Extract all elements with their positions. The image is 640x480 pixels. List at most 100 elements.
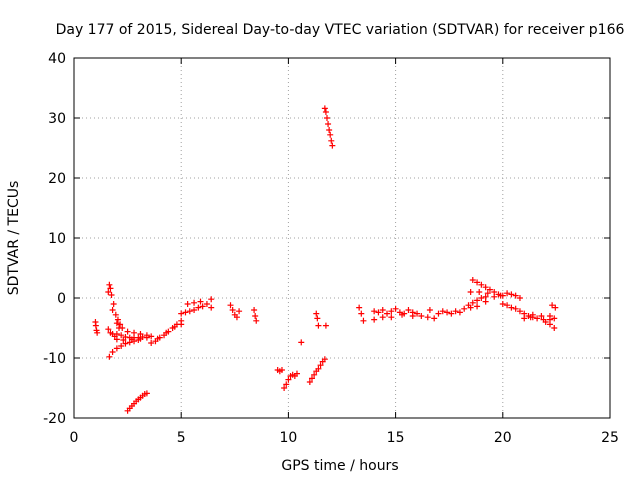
data-point — [315, 365, 322, 372]
data-point — [278, 367, 285, 373]
grid-lines — [74, 58, 610, 418]
data-point — [186, 308, 193, 315]
data-point — [405, 307, 412, 313]
data-point — [444, 309, 451, 316]
data-point — [298, 339, 305, 346]
data-point — [199, 303, 206, 310]
data-point — [107, 285, 114, 292]
data-point — [322, 109, 329, 115]
data-point — [551, 325, 558, 331]
data-point — [469, 277, 476, 283]
data-point — [379, 307, 386, 313]
data-point — [371, 316, 378, 323]
y-tick-label: 0 — [57, 291, 66, 307]
data-point — [306, 379, 313, 385]
data-point — [452, 308, 459, 315]
data-point — [131, 329, 138, 336]
data-point — [491, 289, 498, 295]
data-point — [253, 317, 260, 324]
data-point — [148, 333, 155, 340]
x-axis-label: GPS time / hours — [281, 458, 398, 474]
data-point — [106, 353, 113, 360]
data-point — [118, 343, 125, 349]
data-point — [516, 295, 523, 301]
data-point — [143, 334, 150, 341]
data-point — [512, 292, 519, 299]
y-tick-label: 40 — [48, 51, 66, 67]
data-point — [546, 313, 553, 319]
data-point — [119, 325, 126, 331]
data-point — [108, 292, 115, 298]
data-point — [229, 307, 236, 313]
data-point — [321, 105, 328, 112]
data-point — [236, 308, 243, 315]
data-point — [251, 307, 258, 313]
y-tick-label: 20 — [48, 171, 66, 187]
data-point — [360, 317, 367, 324]
x-tick-label: 5 — [177, 430, 186, 446]
y-tick-label: -10 — [43, 351, 66, 367]
x-tick-label: 20 — [494, 430, 512, 446]
x-tick-label: 10 — [279, 430, 297, 446]
data-point — [542, 319, 549, 325]
data-point — [508, 291, 515, 298]
data-point — [171, 323, 178, 330]
x-tick-label: 25 — [601, 430, 619, 446]
data-point — [325, 121, 332, 127]
data-point — [208, 296, 215, 303]
x-tick-label: 15 — [387, 430, 405, 446]
data-point — [356, 304, 363, 311]
data-point — [203, 301, 210, 307]
data-point — [551, 315, 558, 322]
data-point — [182, 309, 189, 316]
data-point — [478, 281, 485, 288]
data-point — [478, 295, 485, 301]
data-point — [549, 302, 556, 309]
data-point — [495, 291, 502, 298]
data-point — [323, 115, 330, 121]
data-point — [128, 336, 135, 343]
data-point — [329, 142, 336, 149]
data-point — [118, 332, 125, 339]
data-point — [482, 298, 489, 305]
data-point — [313, 310, 320, 317]
data-point — [439, 308, 446, 315]
data-point — [476, 289, 483, 295]
data-point — [482, 284, 489, 291]
tick-labels: 0 5 10 15 20 25 -20 -10 0 10 20 30 40 — [43, 51, 619, 446]
data-point — [154, 335, 161, 342]
data-point — [379, 314, 386, 321]
data-point — [499, 292, 506, 299]
data-point — [148, 340, 155, 346]
data-point — [283, 381, 290, 388]
data-point — [233, 314, 240, 321]
data-point — [137, 331, 144, 337]
data-point — [388, 314, 395, 321]
data-point — [328, 137, 335, 144]
data-points — [92, 105, 559, 414]
data-point — [546, 321, 553, 328]
data-point — [322, 322, 329, 329]
data-point — [143, 390, 150, 397]
data-point — [314, 315, 321, 322]
data-point — [418, 313, 425, 319]
data-point — [504, 302, 511, 309]
data-point — [358, 310, 365, 317]
data-point — [426, 307, 433, 313]
data-point — [281, 385, 288, 391]
data-point — [113, 320, 120, 327]
data-point — [431, 315, 438, 322]
data-point — [178, 321, 185, 328]
data-point — [516, 308, 523, 315]
data-point — [113, 331, 120, 337]
data-point — [285, 376, 292, 383]
data-point — [327, 131, 334, 138]
chart-title: Day 177 of 2015, Sidereal Day-to-day VTE… — [56, 22, 625, 38]
data-point — [120, 337, 127, 343]
data-point — [469, 299, 476, 306]
data-point — [326, 127, 333, 133]
data-point — [414, 310, 421, 317]
y-axis-label: SDTVAR / TECUs — [6, 181, 22, 296]
data-point — [315, 322, 322, 329]
